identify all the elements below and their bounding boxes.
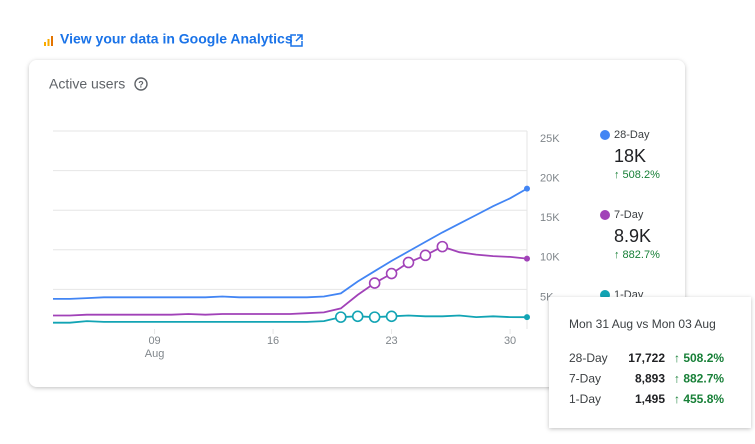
series-line	[53, 314, 528, 324]
y-tick-label: 20K	[540, 173, 560, 185]
x-tick-label: 23	[385, 335, 397, 347]
x-tick-label: 30	[504, 335, 516, 347]
y-tick-label: 15K	[540, 212, 560, 224]
hover-marker	[402, 256, 415, 269]
y-tick-label: 10K	[540, 252, 560, 264]
legend-dot	[600, 210, 610, 220]
legend-dot	[600, 130, 610, 140]
series-line	[53, 245, 528, 317]
tooltip-row-change: ↑ 455.8%	[674, 392, 724, 406]
card	[29, 60, 685, 387]
external-link-icon[interactable]	[290, 34, 303, 47]
legend-summary: 8.9K	[614, 226, 651, 246]
tooltip-box	[549, 297, 751, 428]
end-point	[524, 185, 530, 192]
legend-change: ↑ 508.2%	[614, 169, 660, 181]
x-tick-label: 16	[267, 335, 279, 347]
card-title: Active users	[49, 76, 125, 92]
help-icon[interactable]: ?	[134, 77, 148, 91]
tooltip-row-value: 1,495	[635, 392, 665, 406]
legend-summary: 18K	[614, 146, 646, 166]
tooltip-row-change: ↑ 508.2%	[674, 351, 724, 365]
hover-marker	[368, 311, 381, 323]
legend-change: ↑ 882.7%	[614, 249, 660, 261]
x-tick-label: 09	[148, 335, 160, 347]
y-tick-label: 25K	[540, 133, 560, 145]
hover-marker	[368, 277, 381, 289]
tooltip-row-change: ↑ 882.7%	[674, 372, 724, 386]
tooltip: Mon 31 Aug vs Mon 03 Aug 28-Day 17,722 ↑ 5…	[549, 297, 751, 428]
svg-text:?: ?	[138, 79, 144, 89]
hover-marker	[351, 310, 364, 323]
series-line	[53, 187, 528, 300]
tooltip-row-name: 1-Day	[569, 392, 601, 406]
legend-name: 7-Day	[614, 209, 644, 221]
hover-marker	[385, 267, 398, 280]
analytics-icon	[44, 36, 53, 46]
legend-name: 28-Day	[614, 129, 650, 141]
end-point	[524, 255, 530, 262]
hover-marker	[385, 310, 398, 323]
tooltip-row-value: 17,722	[628, 351, 665, 365]
tooltip-row-name: 7-Day	[569, 372, 601, 386]
hover-marker	[334, 311, 347, 323]
tooltip-row-value: 8,893	[635, 372, 665, 386]
tooltip-row-name: 28-Day	[569, 351, 608, 365]
x-month-label: Aug	[145, 348, 165, 360]
analytics-link[interactable]: View your data in Google Analytics	[60, 31, 293, 47]
hover-marker	[436, 240, 449, 253]
end-point	[524, 314, 530, 321]
hover-marker	[419, 249, 432, 262]
tooltip-title: Mon 31 Aug vs Mon 03 Aug	[569, 317, 716, 331]
